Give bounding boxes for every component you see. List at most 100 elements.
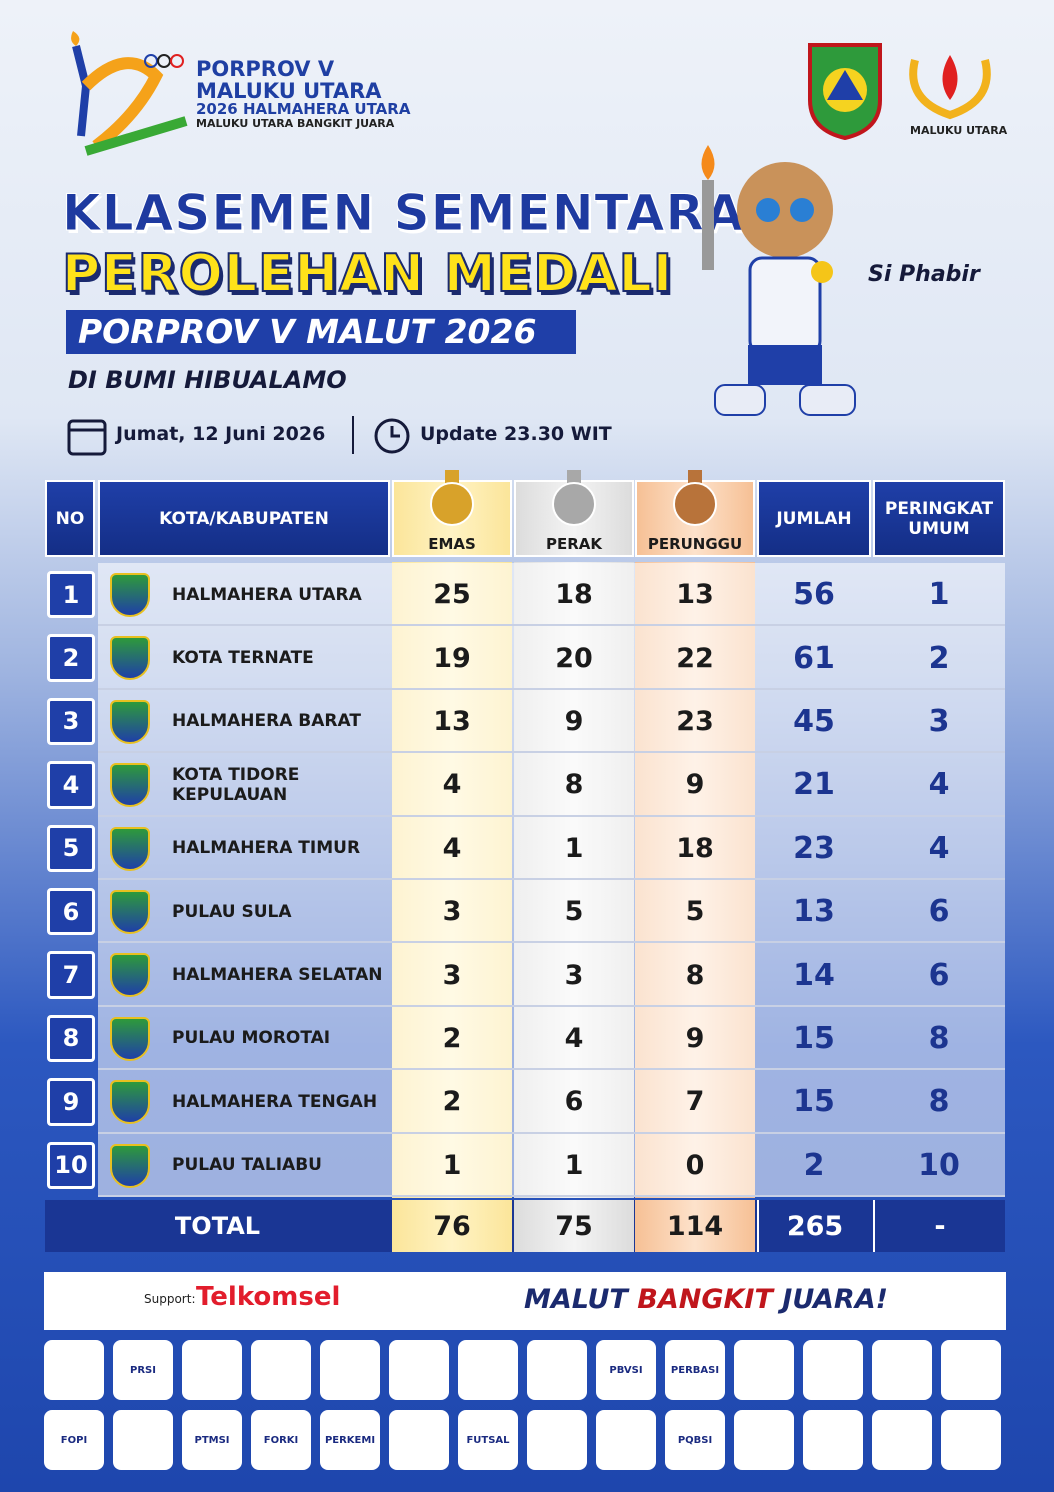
gold: 25 <box>433 579 471 611</box>
koni-logo <box>909 55 991 120</box>
total-label: TOTAL <box>174 1212 261 1240</box>
federation-logo <box>734 1410 794 1470</box>
regional-crest <box>110 890 150 934</box>
logo-line: MALUKU UTARA <box>196 79 382 104</box>
rank-number: 10 <box>47 1141 95 1189</box>
slogan: MALUT BANGKIT JUARA! <box>524 1284 888 1315</box>
region-name: KOTA TERNATE <box>172 648 314 669</box>
support-label: Support: <box>144 1292 196 1306</box>
silver: 4 <box>564 1022 584 1054</box>
medal <box>673 470 717 526</box>
row-bg <box>98 1070 1005 1134</box>
row-bg <box>98 626 1005 690</box>
silver: 20 <box>555 642 593 674</box>
total-value: 114 <box>635 1200 755 1252</box>
rank-number: 6 <box>47 888 95 936</box>
overall-rank: 6 <box>928 894 950 930</box>
rank-number: 2 <box>47 634 95 682</box>
column-header: EMAS <box>392 480 512 557</box>
overall-rank: 3 <box>928 703 950 739</box>
silver: 8 <box>564 769 584 801</box>
bronze: 18 <box>676 832 714 864</box>
federation-logo: PQBSI <box>665 1410 725 1470</box>
bronze: 9 <box>685 1022 705 1054</box>
total: 45 <box>793 703 835 739</box>
federation-logo <box>320 1340 380 1400</box>
rank-number: 5 <box>47 824 95 872</box>
federation-logo <box>803 1340 863 1400</box>
overall-rank: 8 <box>928 1020 950 1056</box>
overall-rank: 8 <box>928 1084 950 1120</box>
region-name: HALMAHERA BARAT <box>172 711 361 732</box>
calendar-icon <box>67 419 107 456</box>
federation-logo <box>941 1410 1001 1470</box>
column-header: JUMLAH <box>757 480 871 557</box>
federation-logo <box>251 1340 311 1400</box>
overall-rank: 2 <box>928 640 950 676</box>
gold: 1 <box>442 1149 462 1181</box>
total: 21 <box>793 767 835 803</box>
federation-logo: FORKI <box>251 1410 311 1470</box>
region-name: HALMAHERA TENGAH <box>172 1091 378 1112</box>
title: KLASEMEN SEMENTARA <box>62 184 745 243</box>
row-bg <box>98 753 1005 817</box>
gold: 2 <box>442 1022 462 1054</box>
total: 2 <box>803 1147 825 1183</box>
federation-logo <box>596 1410 656 1470</box>
event-logo <box>56 26 191 161</box>
total-value: 76 <box>392 1200 512 1252</box>
row-bg <box>98 563 1005 627</box>
federation-logo: PERKEMI <box>320 1410 380 1470</box>
rank-number: 1 <box>47 571 95 619</box>
federation-logo <box>389 1410 449 1470</box>
federation-logo: PERBASI <box>665 1340 725 1400</box>
overall-rank: 1 <box>928 577 950 613</box>
column-header: NO <box>45 480 95 557</box>
region-name: KOTA TIDORE KEPULAUAN <box>172 764 300 805</box>
gold: 13 <box>433 705 471 737</box>
rank-number: 7 <box>47 951 95 999</box>
federation-logo <box>182 1340 242 1400</box>
federation-logo <box>44 1340 104 1400</box>
total: 14 <box>793 957 835 993</box>
province-crest <box>808 43 882 140</box>
federation-logo <box>941 1340 1001 1400</box>
bronze: 23 <box>676 705 714 737</box>
overall-rank: 4 <box>928 767 950 803</box>
overall-rank: 4 <box>928 830 950 866</box>
row-bg <box>98 1133 1005 1197</box>
mascot-name: Si Phabir <box>868 262 980 287</box>
logo-line: PORPROV V <box>196 57 335 81</box>
federation-logo: FUTSAL <box>458 1410 518 1470</box>
overall-rank: 6 <box>928 957 950 993</box>
region-name: PULAU SULA <box>172 901 292 922</box>
row-bg <box>98 1006 1005 1071</box>
rank-number: 9 <box>47 1078 95 1126</box>
total: 61 <box>793 640 835 676</box>
regional-crest <box>110 826 150 871</box>
event-logo-art <box>71 31 188 156</box>
federation-logo <box>389 1340 449 1400</box>
row-bg <box>98 816 1005 880</box>
total-value: 75 <box>514 1200 634 1252</box>
slogan-part: JUARA! <box>782 1284 888 1315</box>
column-header: PERINGKAT UMUM <box>873 480 1005 557</box>
silver: 5 <box>564 896 584 928</box>
row-bg <box>98 943 1005 1007</box>
silver: 6 <box>564 1086 584 1118</box>
regional-crest <box>110 953 150 998</box>
silver: 3 <box>564 959 584 991</box>
federation-logo <box>527 1340 587 1400</box>
silver: 1 <box>564 1149 584 1181</box>
gold: 2 <box>442 1086 462 1118</box>
gold: 3 <box>442 959 462 991</box>
rank-number: 3 <box>47 697 95 746</box>
divider <box>352 416 354 454</box>
row-bg <box>98 689 1005 754</box>
region-name: PULAU MOROTAI <box>172 1028 331 1049</box>
slogan-part: MALUT <box>524 1284 628 1315</box>
total: 15 <box>793 1084 835 1120</box>
federation-logo: PTMSI <box>182 1410 242 1470</box>
